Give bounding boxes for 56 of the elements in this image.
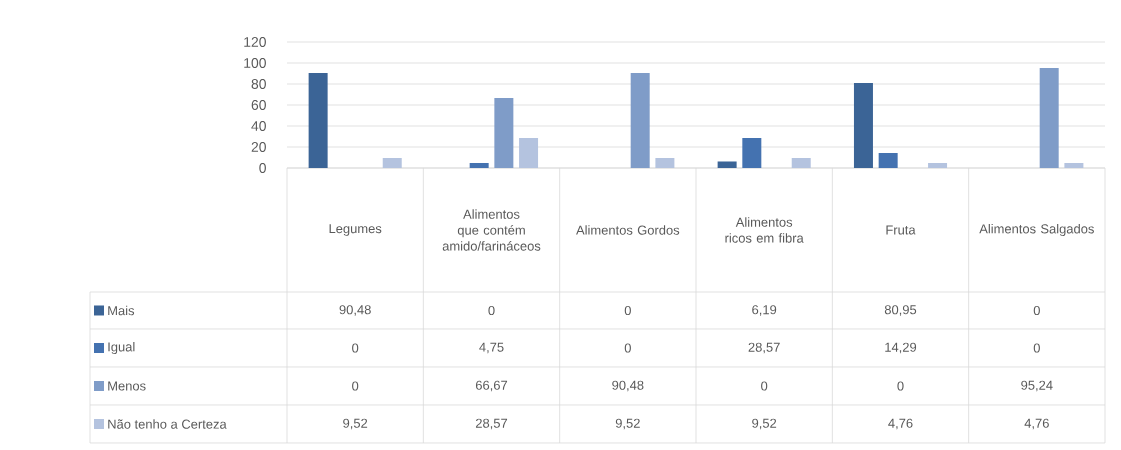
data-label: 14,29 xyxy=(885,342,917,354)
data-label: 4,76 xyxy=(1024,418,1049,430)
data-label: 0 xyxy=(761,381,768,391)
y-tick-label: 120 xyxy=(244,37,266,47)
data-label: 0 xyxy=(624,343,631,353)
bar xyxy=(717,161,737,168)
bar xyxy=(655,157,675,168)
data-label: 95,24 xyxy=(1021,380,1053,392)
bar xyxy=(519,137,539,168)
data-label: 0 xyxy=(488,305,495,316)
data-label: 0 xyxy=(897,381,904,391)
data-label: 28,57 xyxy=(748,342,780,354)
y-tick-label: 60 xyxy=(251,100,266,110)
data-label: 0 xyxy=(1033,305,1040,316)
legend-label: Igual xyxy=(108,341,135,355)
data-label: 0 xyxy=(1033,343,1040,353)
y-tick-label: 100 xyxy=(244,58,266,68)
bar xyxy=(469,163,489,168)
data-label: 66,67 xyxy=(475,380,508,392)
bar xyxy=(878,152,898,168)
legend-label: Menos xyxy=(108,381,146,391)
data-label: 0 xyxy=(624,305,631,316)
x-tick-label: Fruta xyxy=(886,225,916,235)
data-label: 90,48 xyxy=(612,380,644,392)
data-label: 9,52 xyxy=(343,418,368,430)
bar xyxy=(928,162,948,168)
x-tick-label: Alimentos ricos em fibra xyxy=(725,217,804,243)
bar xyxy=(742,137,762,168)
y-tick-label: 80 xyxy=(251,79,266,89)
bar xyxy=(791,157,811,168)
data-label: 4,75 xyxy=(479,342,504,354)
y-tick-label: 0 xyxy=(259,163,266,173)
bar xyxy=(382,157,402,168)
data-label: 90,48 xyxy=(339,305,371,316)
data-label: 80,95 xyxy=(884,305,917,316)
bar xyxy=(494,97,514,168)
bar xyxy=(853,82,873,168)
data-label: 0 xyxy=(352,381,359,391)
data-label: 9,52 xyxy=(752,418,777,430)
legend-label: Mais xyxy=(108,305,135,316)
bar xyxy=(308,72,328,168)
y-tick-label: 40 xyxy=(251,121,266,131)
data-label: 28,57 xyxy=(475,418,508,430)
data-label: 4,76 xyxy=(888,418,913,430)
x-tick-label: Alimentos Gordos xyxy=(576,225,680,235)
data-label: 0 xyxy=(352,343,359,353)
bar xyxy=(1039,67,1059,168)
data-label: 9,52 xyxy=(615,418,640,430)
bar xyxy=(630,72,650,168)
legend-label: Não tenho a Certeza xyxy=(108,419,227,429)
data-label: 6,19 xyxy=(752,305,777,316)
x-tick-label: Alimentos Salgados xyxy=(979,223,1094,237)
x-tick-label: Legumes xyxy=(329,224,382,236)
x-tick-label: Alimentos que contém amido/farináceos xyxy=(442,209,541,251)
y-tick-label: 20 xyxy=(251,142,266,152)
bar xyxy=(1064,162,1084,168)
